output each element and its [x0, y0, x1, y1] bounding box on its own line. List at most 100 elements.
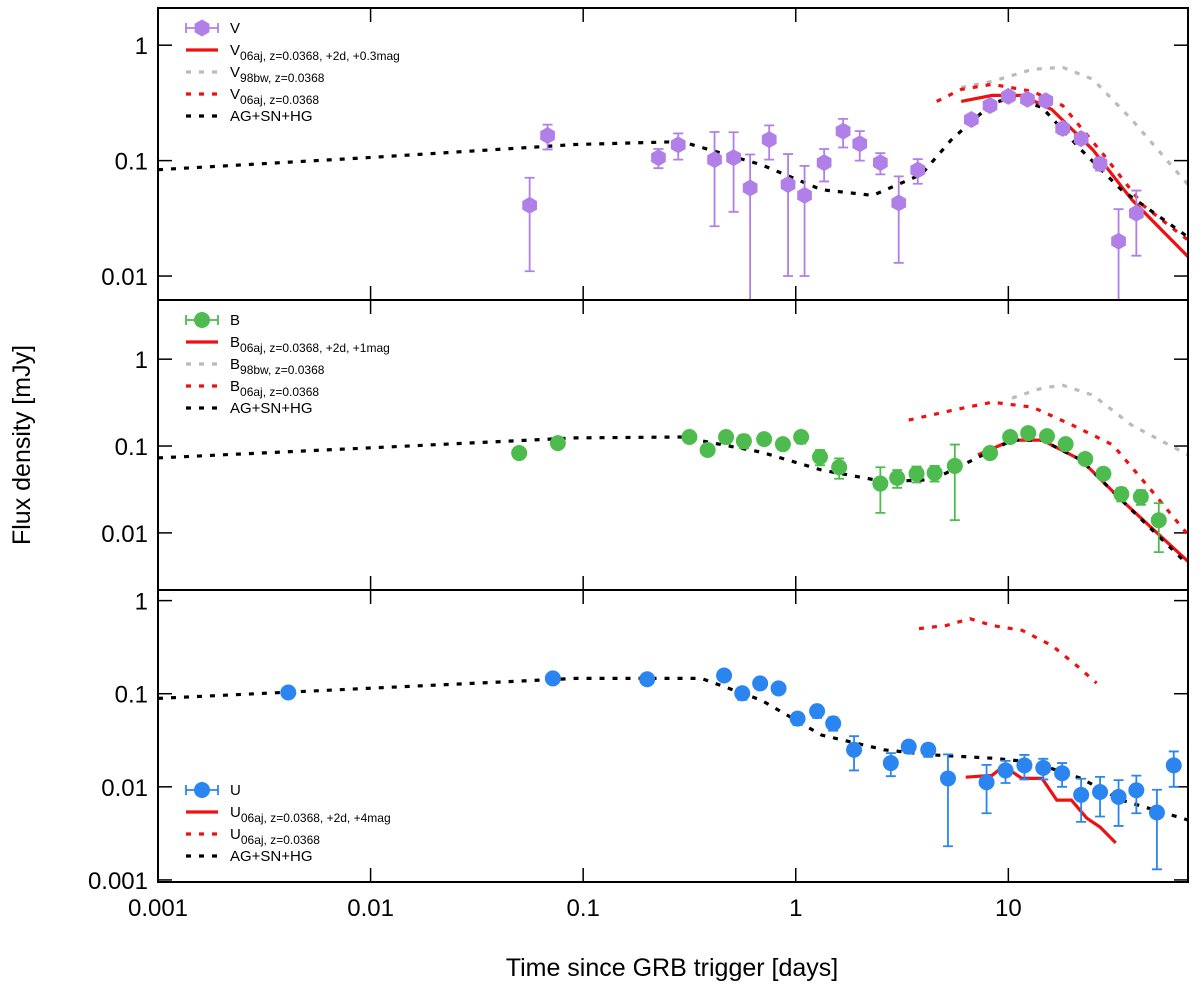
- x-tick-label: 0.001: [128, 895, 188, 922]
- data-point: [872, 475, 889, 492]
- model-line: [908, 400, 1188, 536]
- data-point: [882, 755, 899, 772]
- data-point: [908, 465, 925, 482]
- model-line: [960, 65, 1188, 186]
- legend-label: B06aj, z=0.0368: [230, 378, 319, 399]
- legend-item: B06aj, z=0.0368: [186, 378, 319, 399]
- data-point: [1039, 428, 1056, 445]
- legend-item: V06aj, z=0.0368: [186, 86, 319, 107]
- legend-name: U: [230, 782, 241, 799]
- data-point: [1128, 782, 1145, 799]
- data-point: [846, 741, 863, 758]
- legend-item: B06aj, z=0.0368, +2d, +1mag: [186, 334, 390, 355]
- data-point: [852, 135, 868, 153]
- data-point: [809, 703, 826, 720]
- data-point: [544, 670, 561, 687]
- y-tick-label: 1: [135, 33, 148, 60]
- data-point: [774, 436, 791, 453]
- data-point: [982, 445, 999, 462]
- data-point: [1001, 87, 1016, 105]
- data-point: [891, 194, 907, 212]
- legend-item: AG+SN+HG: [186, 108, 313, 125]
- data-point: [811, 448, 828, 465]
- legend-item: B: [185, 312, 240, 329]
- legend-name: V: [230, 86, 240, 103]
- legend-subscript: 06aj, z=0.0368, +2d, +0.3mag: [240, 49, 400, 63]
- data-point: [716, 667, 733, 684]
- model-line: [918, 617, 1098, 685]
- data-point: [761, 131, 777, 149]
- y-tick-label: 1: [135, 347, 148, 374]
- data-point: [1110, 788, 1127, 805]
- data-point: [1095, 465, 1112, 482]
- data-point: [997, 762, 1014, 779]
- data-point: [831, 459, 848, 476]
- y-tick-label: 0.1: [115, 434, 148, 461]
- y-tick-label: 0.01: [101, 264, 148, 291]
- data-point: [735, 433, 752, 450]
- data-point: [707, 151, 722, 169]
- legend-name: AG+SN+HG: [230, 400, 313, 417]
- data-point: [789, 710, 806, 727]
- legend-subscript: 06aj, z=0.0368, +2d, +4mag: [241, 811, 391, 825]
- plot-area: [158, 383, 1188, 566]
- legend-label: U06aj, z=0.0368, +2d, +4mag: [230, 804, 391, 825]
- legend-label: AG+SN+HG: [230, 400, 313, 417]
- legend-item: U06aj, z=0.0368, +2d, +4mag: [186, 804, 391, 825]
- data-point: [982, 97, 998, 114]
- legend-item: V98bw, z=0.0368: [186, 64, 325, 85]
- data-point: [1111, 232, 1126, 250]
- data-point: [280, 684, 297, 701]
- data-point: [964, 111, 979, 128]
- y-tick-label: 0.1: [115, 149, 148, 176]
- data-point: [770, 680, 787, 697]
- data-point: [946, 457, 963, 474]
- data-point: [752, 675, 769, 692]
- legend-name: B: [230, 356, 240, 373]
- legend-marker: [194, 312, 210, 328]
- y-tick-label: 0.001: [88, 868, 148, 895]
- y-axis-label: Flux density [mJy]: [8, 345, 36, 545]
- error-bar: [949, 443, 960, 522]
- data-point: [1132, 488, 1149, 505]
- legend-subscript: 06aj, z=0.0368: [240, 93, 319, 107]
- legend-name: V: [230, 42, 240, 59]
- data-point: [797, 186, 812, 204]
- legend-marker: [194, 782, 210, 798]
- y-tick-label: 0.01: [101, 775, 148, 802]
- model-line: [960, 93, 1188, 258]
- data-point: [1020, 90, 1035, 108]
- data-point: [718, 429, 735, 446]
- data-point: [835, 122, 851, 140]
- data-point: [1038, 92, 1054, 110]
- legend-label: B: [230, 312, 240, 329]
- data-point: [1148, 804, 1165, 821]
- legend-label: B98bw, z=0.0368: [230, 356, 325, 377]
- data-point: [1077, 450, 1094, 467]
- legend-name: U: [230, 804, 241, 821]
- legend-name: V: [230, 20, 240, 37]
- data-point: [1020, 425, 1037, 442]
- model-line: [158, 435, 1188, 566]
- legend-subscript: 98bw, z=0.0368: [240, 71, 325, 85]
- data-point: [734, 685, 751, 702]
- data-point: [873, 154, 888, 172]
- data-point: [651, 149, 666, 167]
- data-point: [939, 770, 956, 787]
- data-point: [920, 741, 937, 758]
- data-point: [1165, 757, 1182, 774]
- legend-subscript: 06aj, z=0.0368: [241, 833, 320, 847]
- data-point: [522, 196, 537, 214]
- error-bar: [893, 175, 904, 264]
- error-bar: [728, 131, 739, 213]
- legend-item: U06aj, z=0.0368: [186, 826, 320, 847]
- error-bar: [1151, 788, 1162, 871]
- legend-subscript: 06aj, z=0.0368, +2d, +1mag: [240, 341, 390, 355]
- x-tick-label: 1: [789, 895, 802, 922]
- x-tick-label: 10: [995, 895, 1022, 922]
- data-point: [1092, 155, 1108, 173]
- data-point: [900, 738, 917, 755]
- legend-name: V: [230, 64, 240, 81]
